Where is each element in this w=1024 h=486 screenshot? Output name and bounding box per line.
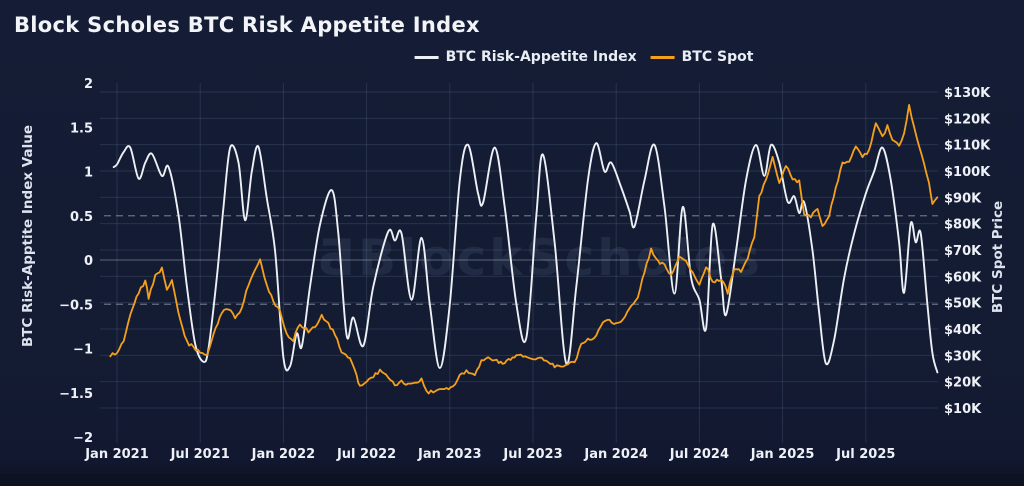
btc-risk-appetite-line — [112, 142, 939, 374]
legend-label-risk-appetite: BTC Risk-Appetite Index — [445, 49, 637, 65]
left-axis-tick-label: −0.5 — [59, 298, 93, 313]
x-axis-tick-label: Jan 2022 — [251, 447, 316, 462]
right-axis-tick-label: $30K — [944, 349, 982, 364]
legend-item-btc-spot[interactable]: BTC Spot — [650, 49, 754, 65]
x-axis-tick-label: Jul 2021 — [170, 447, 230, 462]
left-axis-tick-label: −1.5 — [59, 387, 93, 402]
right-axis-tick-label: $10K — [944, 402, 982, 417]
chart-legend: BTC Risk-Appetite Index BTC Spot — [414, 49, 754, 65]
left-axis-tick-label: 1.5 — [70, 121, 93, 136]
left-axis-tick-label: 0.5 — [70, 210, 93, 225]
right-axis-tick-label: $120K — [944, 112, 991, 127]
right-axis-tick-label: $60K — [944, 270, 982, 285]
right-axis-tick-label: $40K — [944, 323, 982, 338]
bottom-border-strip — [0, 474, 1024, 486]
btc-spot-line — [109, 104, 939, 395]
right-axis-tick-label: $20K — [944, 376, 982, 391]
x-axis-tick-label: Jul 2022 — [336, 447, 396, 462]
right-axis-tick-label: $100K — [944, 165, 991, 180]
left-axis-tick-label: 1 — [84, 166, 93, 181]
right-axis-tick-label: $130K — [944, 86, 991, 101]
x-axis-tick-label: Jan 2024 — [583, 447, 648, 462]
btc-spot-line-swatch — [650, 55, 675, 59]
right-axis-tick-label: $80K — [944, 218, 982, 233]
legend-item-risk-appetite[interactable]: BTC Risk-Appetite Index — [414, 49, 637, 65]
right-axis-tick-label: $90K — [944, 191, 982, 206]
left-axis-tick-label: −1 — [73, 343, 93, 358]
right-axis-tick-label: $70K — [944, 244, 982, 259]
left-axis-tick-label: −2 — [73, 431, 93, 446]
left-axis-tick-label: 0 — [84, 254, 93, 269]
x-axis-tick-label: Jan 2023 — [417, 447, 482, 462]
risk-appetite-line-swatch — [414, 55, 439, 59]
x-axis-tick-label: Jul 2024 — [669, 447, 729, 462]
right-axis-tick-label: $50K — [944, 297, 982, 312]
page-title: Block Scholes BTC Risk Appetite Index — [14, 13, 480, 37]
x-axis-tick-label: Jul 2025 — [835, 447, 895, 462]
left-axis-tick-label: 2 — [84, 77, 93, 92]
right-axis-tick-label: $110K — [944, 139, 991, 154]
x-axis-tick-label: Jan 2025 — [750, 447, 815, 462]
x-axis-tick-label: Jan 2021 — [84, 447, 149, 462]
legend-label-btc-spot: BTC Spot — [681, 49, 754, 65]
blockscholes-logo-glyph: Ƌ — [317, 229, 358, 287]
x-axis-tick-label: Jul 2023 — [502, 447, 562, 462]
